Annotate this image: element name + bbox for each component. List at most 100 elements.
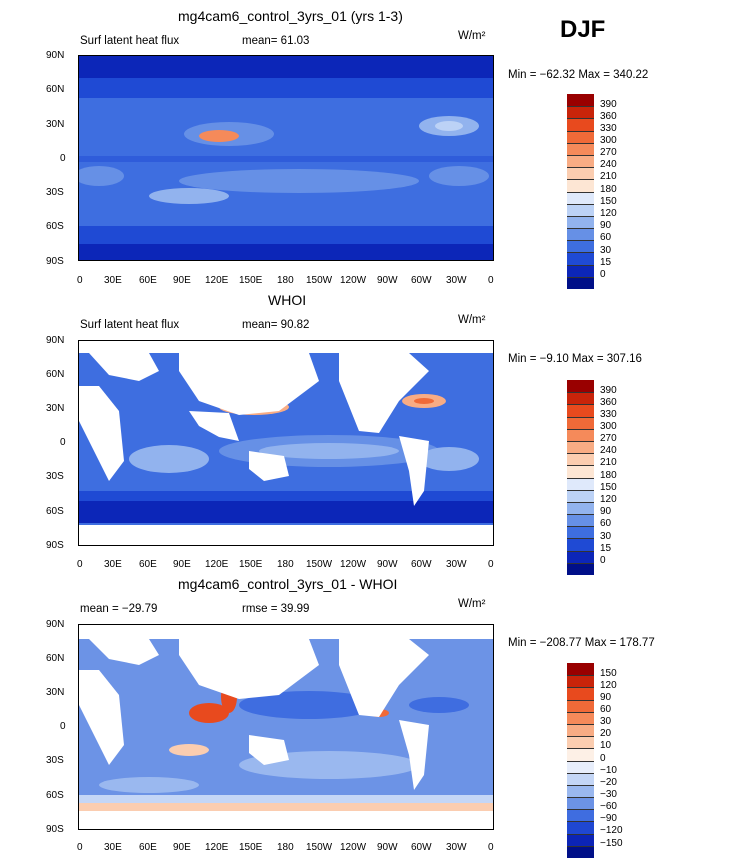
panel1-cbar-label: 330 [600, 123, 617, 134]
panel3-cbar-swatch [567, 845, 594, 858]
panel2-x-tick: 30E [104, 559, 122, 570]
panel1-cbar-swatch [567, 130, 594, 143]
panel1-cbar-swatch [567, 215, 594, 229]
panel2-map-svg [79, 341, 493, 545]
panel3-cbar-label: 120 [600, 680, 617, 691]
panel1-variable-label: Surf latent heat flux [80, 35, 180, 47]
panel3-cbar-swatch [567, 663, 594, 676]
panel2-y-tick: 60N [46, 369, 65, 380]
panel1-cbar-label: 150 [600, 196, 617, 207]
panel1-y-tick: 60N [46, 84, 65, 95]
panel2-units: W/m² [458, 314, 486, 326]
panel3-cbar-label: −30 [600, 789, 617, 800]
panel3-x-tick: 150W [306, 842, 333, 853]
panel2-cbar-swatch [567, 392, 594, 405]
panel1-cbar-swatch [567, 106, 594, 119]
panel2-cbar-label: 330 [600, 409, 617, 420]
panel1-x-tick: 150E [239, 275, 263, 286]
panel2-cbar-label: 0 [600, 555, 606, 566]
panel2-x-tick: 0 [77, 559, 83, 570]
panel3-cbar-label: −90 [600, 813, 617, 824]
panel2-y-tick: 0 [60, 437, 66, 448]
panel3-x-tick: 90E [173, 842, 191, 853]
panel2-cbar-swatch [567, 550, 594, 563]
panel2-cbar-label: 390 [600, 385, 617, 396]
season-label: DJF [560, 16, 606, 43]
panel3-x-tick: 60W [411, 842, 432, 853]
panel3-cbar-label: 0 [600, 753, 606, 764]
panel2-title: WHOI [268, 292, 307, 308]
panel1-cbar-label: 180 [600, 184, 617, 195]
panel3-y-tick: 90S [46, 824, 64, 835]
panel1-x-tick: 0 [77, 275, 83, 286]
panel2-cbar-swatch [567, 562, 594, 575]
panel1-cbar-label: 240 [600, 159, 617, 170]
panel1-cbar-label: 360 [600, 111, 617, 122]
panel2-cbar-label: 240 [600, 445, 617, 456]
panel2-cbar-label: 15 [600, 543, 612, 554]
panel1-cbar-swatch [567, 264, 594, 277]
panel2-y-tick: 90S [46, 540, 64, 551]
panel2-cbar-swatch [567, 465, 594, 478]
panel3-cbar-swatch [567, 699, 594, 712]
panel3-cbar-swatch [567, 772, 594, 785]
panel3-cbar-swatch [567, 675, 594, 688]
panel2-cbar-swatch [567, 538, 594, 551]
panel3-y-tick: 60N [46, 653, 65, 664]
panel2-cbar-label: 180 [600, 470, 617, 481]
panel3-cbar-swatch [567, 797, 594, 810]
panel1-cbar-swatch [567, 154, 594, 168]
panel2-x-tick: 60W [411, 559, 432, 570]
panel1-cbar-label: 0 [600, 269, 606, 280]
panel2-cbar-swatch [567, 404, 594, 417]
panel3-y-tick: 60S [46, 790, 64, 801]
panel3-x-tick: 120W [340, 842, 367, 853]
panel3-cbar-label: 10 [600, 740, 612, 751]
panel2-x-tick: 0 [488, 559, 494, 570]
panel2-cbar-label: 60 [600, 518, 612, 529]
panel2-variable-label: Surf latent heat flux [80, 319, 180, 331]
panel3-cbar-swatch [567, 723, 594, 737]
panel3-x-tick: 30W [446, 842, 467, 853]
panel3-cbar-swatch [567, 809, 594, 822]
panel3-cbar-swatch [567, 687, 594, 700]
panel1-cbar-swatch [567, 228, 594, 241]
panel1-x-tick: 150W [306, 275, 333, 286]
panel1-x-tick: 120W [340, 275, 367, 286]
panel2-cbar-swatch [567, 514, 594, 527]
panel3-x-tick: 150E [239, 842, 263, 853]
panel1-cbar-swatch [567, 94, 594, 107]
panel3-x-tick: 30E [104, 842, 122, 853]
panel2-cbar-label: 30 [600, 531, 612, 542]
panel2-cbar-label: 270 [600, 433, 617, 444]
panel3-map [78, 624, 494, 830]
panel3-x-tick: 120E [205, 842, 229, 853]
panel2-cbar-swatch [567, 501, 594, 515]
panel3-y-tick: 90N [46, 619, 65, 630]
panel1-cbar-label: 270 [600, 147, 617, 158]
panel3-title: mg4cam6_control_3yrs_01 - WHOI [178, 576, 398, 592]
panel2-x-tick: 150W [306, 559, 333, 570]
panel3-x-tick: 0 [77, 842, 83, 853]
panel1-cbar-swatch [567, 203, 594, 216]
panel3-cbar-label: 150 [600, 668, 617, 679]
panel2-x-tick: 180 [277, 559, 294, 570]
panel1-x-tick: 60W [411, 275, 432, 286]
panel1-y-tick: 30S [46, 187, 64, 198]
panel1-cbar-label: 60 [600, 232, 612, 243]
panel2-cbar-swatch [567, 526, 594, 539]
panel1-minmax: Min = −62.32 Max = 340.22 [508, 69, 649, 81]
panel2-cbar-swatch [567, 453, 594, 466]
panel2-cbar-label: 300 [600, 421, 617, 432]
panel2-map [78, 340, 494, 546]
panel2-minmax: Min = −9.10 Max = 307.16 [508, 353, 642, 365]
panel3-cbar-label: −20 [600, 777, 617, 788]
panel2-cbar-label: 210 [600, 457, 617, 468]
panel1-cbar-label: 15 [600, 257, 612, 268]
panel1-x-tick: 90E [173, 275, 191, 286]
panel3-cbar-swatch [567, 748, 594, 761]
panel3-colorbar [567, 663, 594, 858]
panel1-cbar-swatch [567, 179, 594, 192]
panel1-map [78, 55, 494, 261]
panel3-cbar-label: 30 [600, 716, 612, 727]
